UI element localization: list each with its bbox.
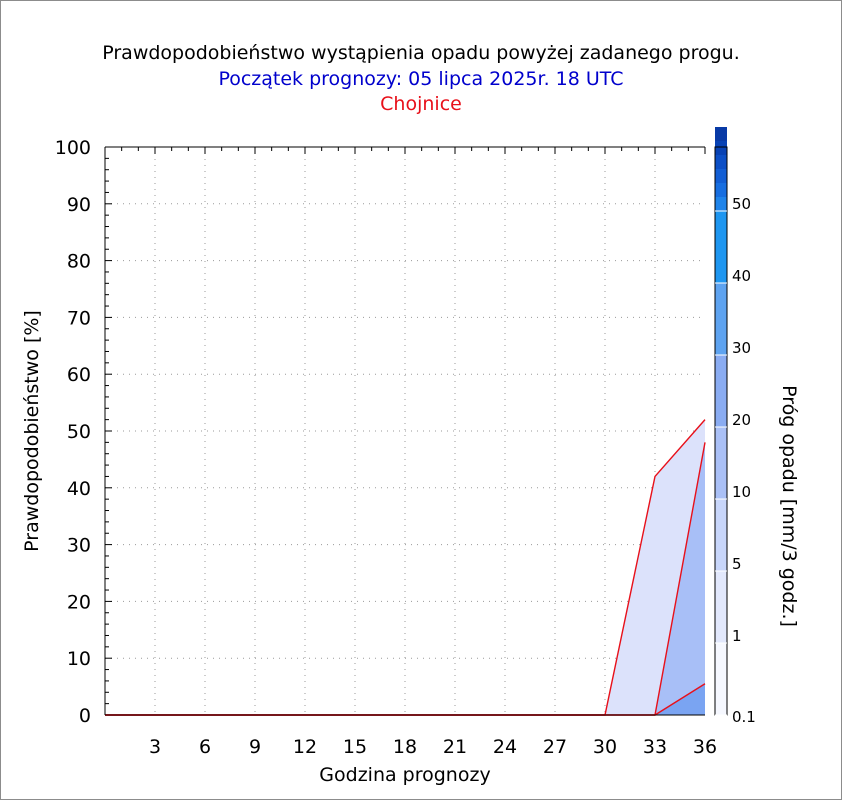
colorbar-label: Próg opadu [mm/3 godz.] bbox=[778, 385, 800, 627]
y-tick-label: 90 bbox=[67, 194, 91, 216]
x-axis-label: Godzina prognozy bbox=[319, 764, 490, 786]
x-tick-label: 33 bbox=[643, 736, 667, 758]
y-tick-label: 30 bbox=[67, 535, 91, 557]
x-tick-label: 15 bbox=[343, 736, 367, 758]
grid-lines bbox=[105, 147, 705, 715]
x-tick-label: 27 bbox=[543, 736, 567, 758]
colorbar-tick-label: 0.1 bbox=[732, 708, 756, 726]
threshold-colorbar: 0.1 1 5 10 20 30 40 50 bbox=[714, 127, 756, 726]
colorbar-tick-label: 1 bbox=[732, 627, 742, 645]
colorbar-tick-label: 20 bbox=[732, 411, 751, 429]
colorbar-segment bbox=[715, 211, 727, 283]
colorbar-tick-label: 50 bbox=[732, 195, 751, 213]
colorbar-segment bbox=[715, 197, 727, 211]
x-tick-label: 30 bbox=[593, 736, 617, 758]
x-tick-label: 21 bbox=[443, 736, 467, 758]
chart-subtitle: Początek prognozy: 05 lipca 2025r. 18 UT… bbox=[218, 68, 624, 90]
colorbar-segment bbox=[715, 169, 727, 183]
colorbar-tick-label: 30 bbox=[732, 339, 751, 357]
colorbar-segment bbox=[715, 643, 727, 715]
chart-title: Prawdopodobieństwo wystąpienia opadu pow… bbox=[102, 42, 740, 64]
x-tick-label: 3 bbox=[149, 736, 161, 758]
y-tick-label: 60 bbox=[67, 364, 91, 386]
colorbar-segment bbox=[715, 141, 727, 155]
colorbar-tick-label: 10 bbox=[732, 483, 751, 501]
colorbar-segment bbox=[715, 427, 727, 499]
x-tick-label: 24 bbox=[493, 736, 517, 758]
y-tick-label: 0 bbox=[79, 705, 91, 727]
colorbar-tick-label: 5 bbox=[732, 555, 742, 573]
y-axis-ticks: 0 10 20 30 40 50 60 70 80 90 100 bbox=[55, 137, 91, 727]
colorbar-segment bbox=[715, 183, 727, 197]
y-tick-label: 10 bbox=[67, 648, 91, 670]
station-name: Chojnice bbox=[380, 93, 462, 115]
colorbar-segment bbox=[715, 283, 727, 355]
area-threshold-0.1 bbox=[105, 419, 705, 715]
colorbar-segment bbox=[715, 355, 727, 427]
colorbar-segment bbox=[715, 571, 727, 643]
x-tick-label: 36 bbox=[693, 736, 717, 758]
colorbar-segment bbox=[715, 499, 727, 571]
x-tick-label: 18 bbox=[393, 736, 417, 758]
axes bbox=[104, 146, 706, 716]
y-tick-label: 80 bbox=[67, 251, 91, 273]
probability-areas bbox=[105, 419, 705, 715]
colorbar-segment bbox=[715, 155, 727, 169]
y-tick-label: 50 bbox=[67, 421, 91, 443]
y-tick-label: 40 bbox=[67, 478, 91, 500]
y-tick-label: 70 bbox=[67, 307, 91, 329]
colorbar-segment bbox=[715, 127, 727, 141]
x-tick-label: 9 bbox=[249, 736, 261, 758]
x-tick-label: 6 bbox=[199, 736, 211, 758]
y-tick-label: 20 bbox=[67, 591, 91, 613]
y-tick-label: 100 bbox=[55, 137, 91, 159]
x-tick-label: 12 bbox=[293, 736, 317, 758]
colorbar-tick-label: 40 bbox=[732, 267, 751, 285]
y-axis-label: Prawdopodobieństwo [%] bbox=[21, 310, 43, 552]
x-axis-ticks: 3 6 9 12 15 18 21 24 27 30 33 36 bbox=[149, 736, 717, 758]
